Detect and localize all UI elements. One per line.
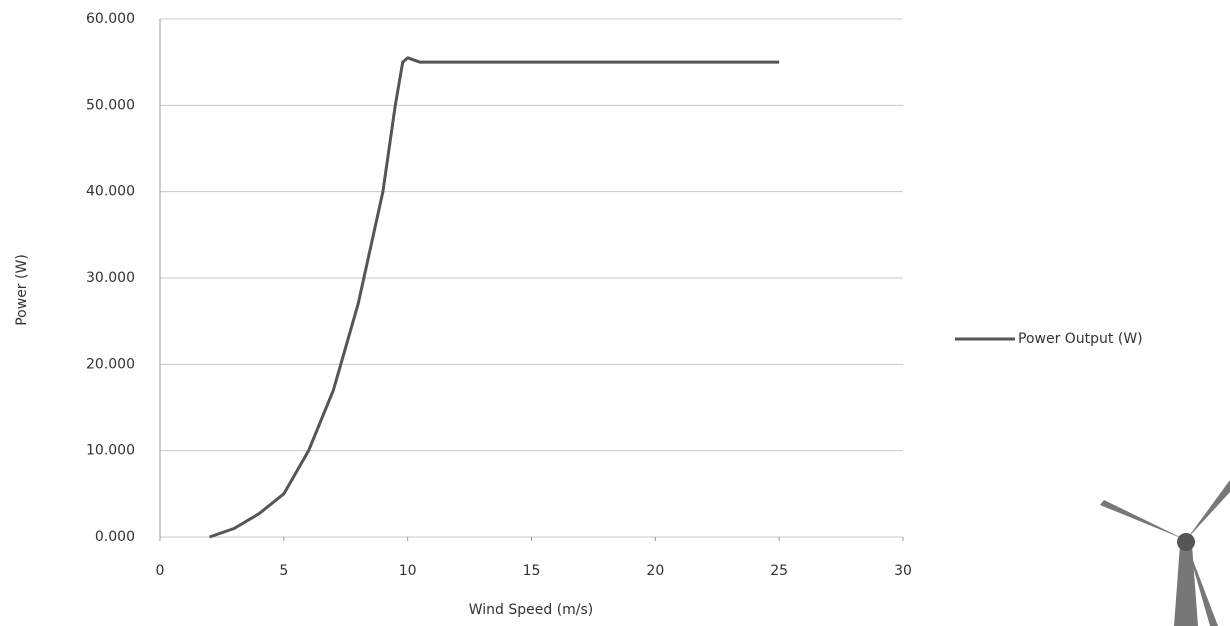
x-tick-label: 5 xyxy=(279,563,288,579)
y-tick-label: 30.000 xyxy=(86,270,135,286)
legend-label: Power Output (W) xyxy=(1018,331,1143,347)
y-tick-label: 0.000 xyxy=(95,529,135,545)
x-tick-label: 15 xyxy=(523,563,541,579)
y-tick-label: 50.000 xyxy=(86,97,135,113)
x-tick-label: 10 xyxy=(399,563,417,579)
y-tick-label: 10.000 xyxy=(86,443,135,459)
x-tick-label: 25 xyxy=(770,563,788,579)
y-tick-label: 40.000 xyxy=(86,184,135,200)
x-tick-label: 30 xyxy=(894,563,912,579)
y-axis-title: Power (W) xyxy=(14,254,30,326)
x-tick-label: 0 xyxy=(156,563,165,579)
data-line xyxy=(209,56,780,539)
y-tick-label: 60.000 xyxy=(86,11,135,27)
x-axis-title: Wind Speed (m/s) xyxy=(469,602,594,618)
turbine-decoration xyxy=(1100,480,1230,626)
y-tick-label: 20.000 xyxy=(86,356,135,372)
x-tick-label: 20 xyxy=(646,563,664,579)
